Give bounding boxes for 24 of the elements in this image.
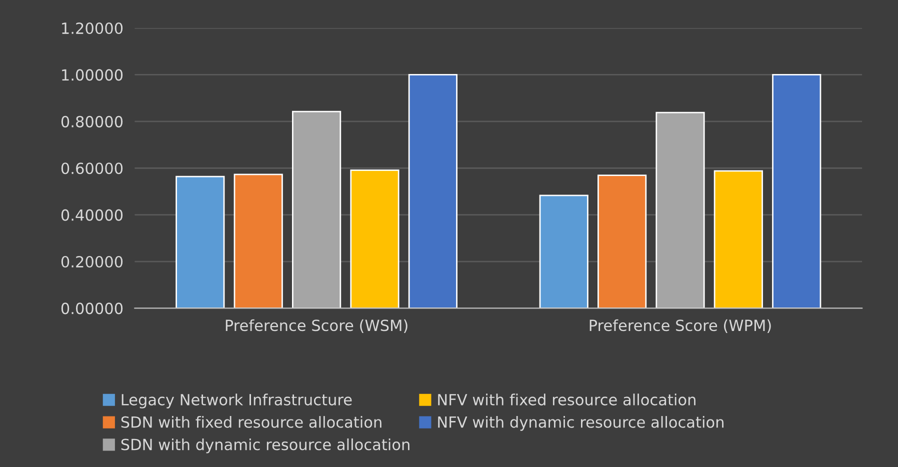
legend-label: NFV with fixed resource allocation [438, 394, 696, 406]
y-tick-label: 0.80000 [61, 116, 123, 128]
bar [176, 176, 225, 308]
y-tick-label: 0.60000 [61, 162, 123, 174]
bar [292, 110, 342, 308]
bar [772, 74, 822, 308]
y-tick-label: 0.40000 [61, 209, 123, 221]
legend-label: NFV with dynamic resource allocation [438, 416, 724, 431]
x-tick-label: Preference Score (WPM) [590, 319, 771, 333]
legend-label: SDN with dynamic resource allocation [121, 438, 410, 454]
bar [408, 74, 458, 308]
bar [350, 170, 400, 308]
legend-label: Legacy Network Infrastructure [122, 394, 352, 408]
legend-label: SDN with fixed resource allocation [121, 416, 382, 428]
bar [656, 112, 705, 308]
y-tick-label: 1.20000 [62, 22, 123, 34]
y-tick-label: 0.20000 [61, 256, 123, 268]
bar [539, 194, 588, 308]
bar [714, 170, 763, 308]
y-tick-label: 0.00000 [61, 302, 123, 314]
bar [597, 174, 647, 308]
y-tick-label: 1.00000 [62, 69, 123, 81]
bar [234, 174, 283, 308]
x-tick-label: Preference Score (WSM) [226, 319, 408, 333]
